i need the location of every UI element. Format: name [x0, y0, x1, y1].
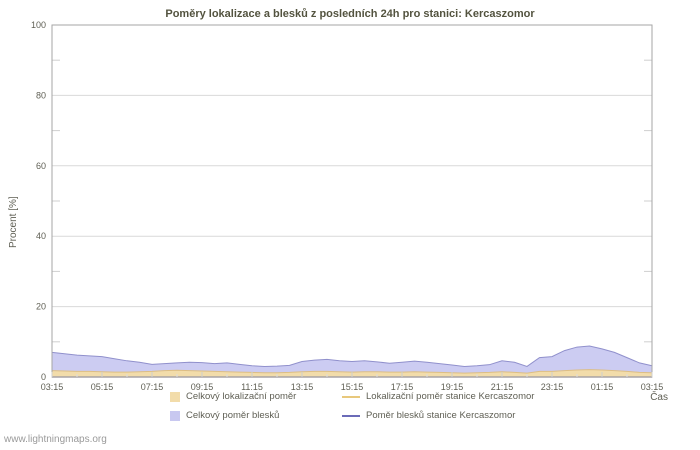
svg-text:23:15: 23:15: [541, 382, 564, 392]
legend-swatch-icon: [170, 410, 180, 421]
svg-text:03:15: 03:15: [641, 382, 664, 392]
legend-label: Lokalizační poměr stanice Kercaszomor: [366, 391, 535, 402]
chart-title: Poměry lokalizace a blesků z posledních …: [165, 8, 535, 20]
svg-text:40: 40: [36, 231, 46, 241]
legend-item: Poměr blesků stanice Kercaszomor: [342, 410, 622, 421]
legend-item: Celkový poměr blesků: [170, 410, 342, 421]
svg-text:80: 80: [36, 90, 46, 100]
svg-text:20: 20: [36, 302, 46, 312]
svg-text:11:15: 11:15: [241, 382, 263, 392]
svg-text:03:15: 03:15: [41, 382, 64, 392]
legend-label: Celkový lokalizační poměr: [186, 391, 297, 402]
watermark-link[interactable]: www.lightningmaps.org: [4, 434, 107, 445]
svg-text:09:15: 09:15: [191, 382, 214, 392]
legend-item: Lokalizační poměr stanice Kercaszomor: [342, 391, 622, 402]
svg-text:17:15: 17:15: [391, 382, 414, 392]
svg-text:60: 60: [36, 161, 46, 171]
svg-text:15:15: 15:15: [341, 382, 364, 392]
chart-legend: Celkový lokalizační poměr Lokalizační po…: [170, 391, 622, 421]
legend-label: Celkový poměr blesků: [186, 410, 280, 421]
svg-text:13:15: 13:15: [291, 382, 314, 392]
svg-text:05:15: 05:15: [91, 382, 114, 392]
svg-text:07:15: 07:15: [141, 382, 164, 392]
legend-label: Poměr blesků stanice Kercaszomor: [366, 410, 516, 421]
legend-swatch-icon: [342, 395, 360, 398]
svg-text:21:15: 21:15: [491, 382, 514, 392]
legend-swatch-icon: [170, 391, 180, 402]
legend-swatch-icon: [342, 414, 360, 417]
legend-item: Celkový lokalizační poměr: [170, 391, 342, 402]
svg-text:100: 100: [31, 20, 46, 30]
svg-text:19:15: 19:15: [441, 382, 464, 392]
svg-text:0: 0: [41, 372, 46, 382]
svg-text:01:15: 01:15: [591, 382, 614, 392]
x-axis-label: Čas: [650, 392, 668, 403]
